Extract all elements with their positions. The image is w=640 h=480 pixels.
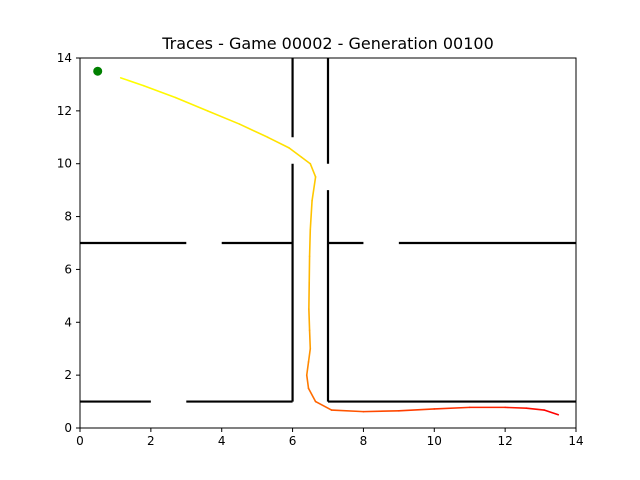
plot-frame [79,57,577,429]
y-tick-label: 14 [57,51,72,65]
trace-segment [266,136,290,149]
trace-segment [308,228,312,258]
y-tick-label: 10 [57,157,72,171]
chart-title: Traces - Game 00002 - Generation 00100 [161,34,494,53]
trace-segment [300,156,312,165]
trace-segment [288,147,303,158]
trace-segment [311,176,317,202]
x-tick-label: 2 [147,434,155,448]
trace-segment [238,123,269,139]
trace-segment [305,374,310,390]
trace-segment [119,77,145,87]
trace-segment [330,409,365,413]
trace-segment [398,408,436,412]
x-tick-label: 14 [568,434,583,448]
trace-segment [504,406,528,409]
y-axis: 0 2 4 6 8 10 12 14 [57,51,80,435]
trace-segment [174,96,209,112]
trace-segment [206,110,241,125]
trace-segment [308,329,312,350]
trace-segment [308,308,311,332]
x-tick-label: 6 [289,434,297,448]
trace-layer [119,77,560,416]
x-tick-label: 0 [76,434,84,448]
y-tick-label: 12 [57,104,72,118]
y-tick-label: 4 [64,315,72,329]
marker-layer [93,66,103,76]
y-tick-label: 8 [64,210,72,224]
y-tick-label: 2 [64,368,72,382]
trace-segment [307,387,317,403]
walls-layer [80,58,576,403]
x-tick-label: 10 [427,434,442,448]
x-tick-label: 12 [498,434,513,448]
trace-segment [525,407,545,411]
y-tick-label: 6 [64,262,72,276]
trace-segment [433,406,471,410]
trace-segment [362,410,400,413]
trace-segment [142,84,177,99]
start-point-marker [93,66,103,76]
trace-segment [314,400,333,411]
trace-segment [309,162,317,178]
trace-segment [305,361,310,376]
trace-segment [307,347,312,363]
y-tick-label: 0 [64,421,72,435]
x-tick-label: 4 [218,434,226,448]
x-tick-label: 8 [360,434,368,448]
x-axis: 0 2 4 6 8 10 12 14 [76,428,584,448]
trace-segment [309,199,313,231]
trace-segment [543,409,560,416]
